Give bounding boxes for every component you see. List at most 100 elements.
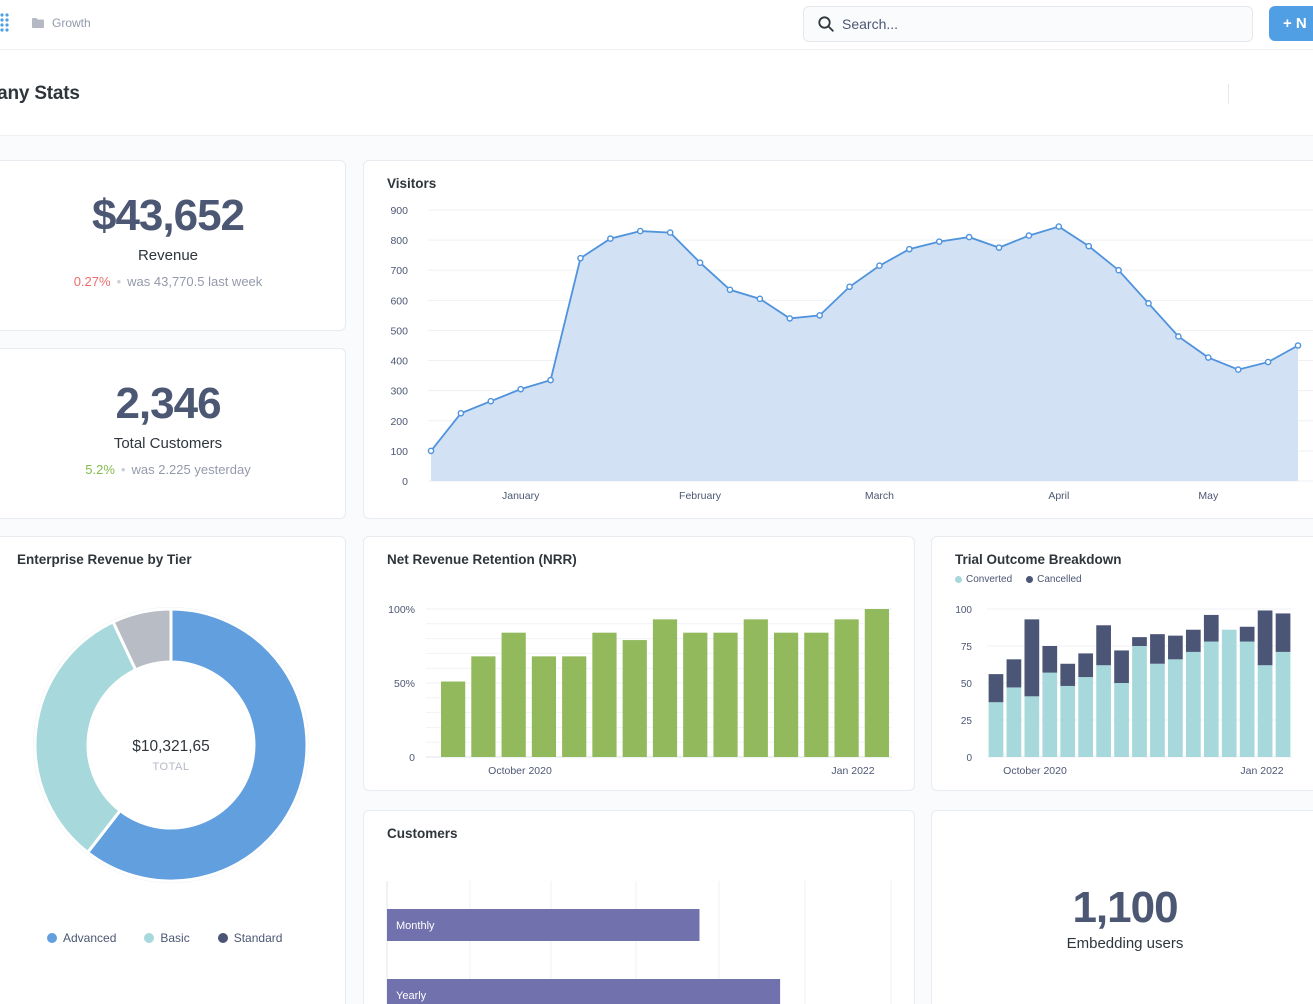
trial-bar-converted bbox=[1096, 665, 1111, 757]
total-customers-comparison: 5.2% • was 2.225 yesterday bbox=[85, 462, 251, 477]
customers-horizontal-bar-chart[interactable]: Monthly Yearly bbox=[364, 811, 916, 1004]
nrr-x-tick-label: October 2020 bbox=[488, 765, 552, 777]
nrr-y-tick-label: 100% bbox=[388, 604, 415, 616]
visitors-y-tick-label: 600 bbox=[390, 295, 408, 307]
nrr-bar bbox=[441, 681, 466, 757]
trial-bar-converted bbox=[1114, 683, 1129, 757]
trial-outcome-legend: Converted Cancelled bbox=[955, 574, 1082, 585]
visitors-point bbox=[786, 315, 794, 322]
visitors-point bbox=[547, 376, 554, 384]
legend-item-standard[interactable]: Standard bbox=[217, 931, 282, 945]
page-title[interactable]: mpany Stats bbox=[0, 83, 80, 104]
nrr-card[interactable]: Net Revenue Retention (NRR) 0 50% 100% Octo… bbox=[363, 536, 915, 791]
total-customers-change: 5.2% bbox=[85, 462, 115, 477]
nrr-bar bbox=[683, 632, 708, 757]
visitors-point bbox=[457, 409, 465, 417]
trial-y-tick-label: 0 bbox=[966, 753, 972, 764]
visitors-point bbox=[577, 254, 584, 262]
visitors-x-tick-label: January bbox=[502, 490, 540, 502]
nrr-bar-chart[interactable]: 0 50% 100% October 2020 Jan 2022 bbox=[364, 537, 916, 792]
legend-label-advanced: Advanced bbox=[63, 931, 117, 945]
total-customers-card[interactable]: 2,346 Total Customers 5.2% • was 2.225 yes… bbox=[0, 348, 346, 519]
customers-bar-label: Monthly bbox=[396, 920, 435, 932]
visitors-area-chart[interactable]: 0 100 200 300 400 500 600 700 800 900 January Febru… bbox=[364, 161, 1313, 520]
nrr-bar bbox=[743, 619, 768, 757]
trial-bar-cancelled bbox=[1150, 634, 1165, 664]
nrr-bar bbox=[531, 656, 557, 757]
total-customers-label: Total Customers bbox=[113, 435, 223, 452]
legend-dot-standard bbox=[217, 933, 228, 943]
donut-slice-basic bbox=[33, 619, 138, 855]
enterprise-revenue-card[interactable]: Enterprise Revenue by Tier $10,321,65 TOT… bbox=[0, 536, 346, 1004]
visitors-x-tick-label: February bbox=[679, 490, 722, 502]
trial-bar-converted bbox=[1257, 665, 1273, 757]
trial-bar-cancelled bbox=[1006, 659, 1022, 688]
visitors-point bbox=[1145, 300, 1152, 307]
visitors-line bbox=[430, 225, 1299, 452]
trial-y-tick-label: 75 bbox=[961, 642, 973, 653]
embedding-users-card[interactable]: 1,100 Embedding users bbox=[931, 810, 1313, 1004]
trial-bar-converted bbox=[1132, 646, 1147, 757]
visitors-point bbox=[906, 245, 913, 253]
trial-bar-cancelled bbox=[1132, 637, 1147, 646]
trial-bar-cancelled bbox=[1078, 653, 1094, 678]
enterprise-revenue-donut-chart[interactable]: $10,321,65 TOTAL bbox=[0, 537, 347, 1004]
revenue-comparison: 0.27% • was 43,770.5 last week bbox=[73, 274, 263, 289]
trial-y-tick-label: 100 bbox=[955, 605, 972, 616]
search-placeholder: Search... bbox=[842, 16, 899, 32]
trial-bar-cancelled bbox=[1185, 629, 1201, 652]
trial-bar-cancelled bbox=[1060, 663, 1076, 686]
legend-item-converted[interactable]: Converted bbox=[955, 574, 1012, 585]
search-input[interactable]: Search... bbox=[803, 6, 1253, 42]
legend-dot-basic bbox=[144, 933, 155, 943]
trial-bar-converted bbox=[1168, 659, 1183, 757]
trial-bar-converted bbox=[1078, 677, 1094, 757]
legend-item-advanced[interactable]: Advanced bbox=[47, 931, 116, 945]
legend-dot-cancelled bbox=[1026, 576, 1034, 583]
metabase-logo-icon[interactable] bbox=[0, 13, 10, 35]
visitors-point bbox=[756, 295, 764, 303]
trial-outcome-card[interactable]: Trial Outcome Breakdown Converted Cancel… bbox=[931, 536, 1313, 791]
trial-bar-cancelled bbox=[1168, 635, 1183, 660]
trial-bar-converted bbox=[1024, 696, 1040, 757]
new-button[interactable]: + N bbox=[1269, 6, 1313, 41]
trial-bar-cancelled bbox=[1114, 650, 1129, 683]
visitors-point bbox=[935, 238, 943, 245]
trial-bar-converted bbox=[1275, 651, 1291, 757]
visitors-point bbox=[517, 385, 524, 393]
legend-item-basic[interactable]: Basic bbox=[144, 931, 190, 945]
header-divider bbox=[1228, 84, 1229, 104]
revenue-card[interactable]: $43,652 Revenue 0.27% • was 43,770.5 last … bbox=[0, 160, 346, 331]
trial-x-tick-label: Jan 2022 bbox=[1240, 765, 1283, 777]
visitors-point bbox=[965, 233, 973, 241]
visitors-point bbox=[726, 286, 734, 294]
visitors-point bbox=[666, 229, 674, 236]
nrr-bar bbox=[562, 656, 587, 757]
nrr-bar bbox=[592, 632, 617, 757]
trial-bar-converted bbox=[988, 702, 1004, 757]
trial-y-tick-label: 25 bbox=[961, 716, 973, 727]
trial-bar-converted bbox=[1042, 672, 1058, 757]
visitors-point bbox=[846, 283, 853, 291]
customers-card[interactable]: Customers Monthly Yearly bbox=[363, 810, 915, 1004]
trial-bar-converted bbox=[1221, 629, 1237, 757]
nrr-title: Net Revenue Retention (NRR) bbox=[387, 552, 577, 567]
visitors-point bbox=[1115, 266, 1122, 274]
nrr-y-tick-label: 0 bbox=[409, 752, 415, 764]
legend-item-cancelled[interactable]: Cancelled bbox=[1026, 574, 1082, 585]
visitors-point bbox=[1055, 223, 1063, 230]
visitors-point bbox=[1234, 366, 1242, 373]
nrr-bar bbox=[652, 619, 678, 757]
visitors-title: Visitors bbox=[387, 176, 437, 191]
visitors-point bbox=[1175, 333, 1182, 340]
visitors-point bbox=[995, 244, 1003, 251]
breadcrumb-collection-label[interactable]: Growth bbox=[52, 16, 91, 30]
customers-title: Customers bbox=[387, 826, 458, 841]
breadcrumb[interactable]: Growth bbox=[32, 16, 91, 30]
trial-y-tick-label: 50 bbox=[961, 679, 973, 690]
visitors-point bbox=[607, 235, 614, 242]
legend-dot-converted bbox=[955, 576, 962, 583]
visitors-point bbox=[876, 262, 883, 270]
visitors-card[interactable]: Visitors 0 100 200 300 400 500 600 700 800 900 Jan… bbox=[363, 160, 1313, 519]
trial-outcome-stacked-bar-chart[interactable]: 0 25 50 75 100 October 2020 Jan 2022 bbox=[932, 537, 1313, 792]
